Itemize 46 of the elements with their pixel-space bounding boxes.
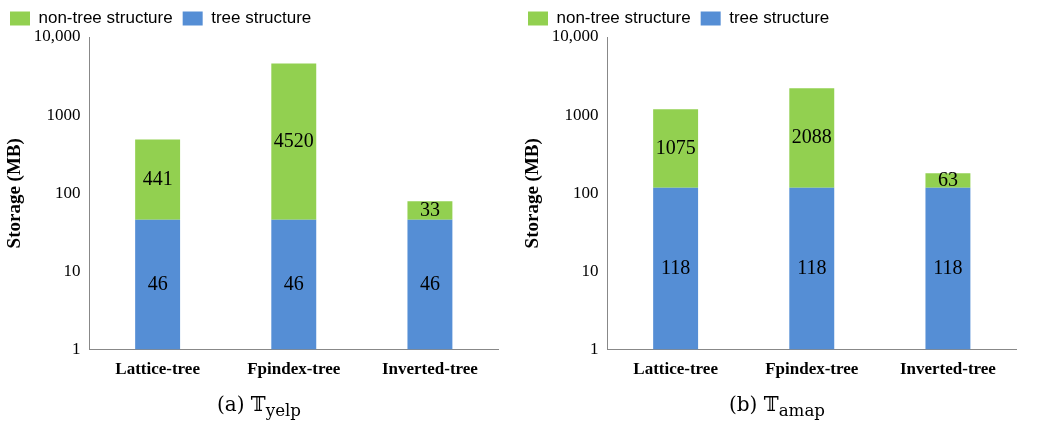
x-tick-label: Inverted-tree (381, 359, 479, 379)
legend-label: non-tree structure (38, 8, 173, 28)
bar (789, 187, 835, 350)
x-tick-label: Inverted-tree (899, 359, 997, 379)
y-tick-label: 1 (72, 339, 81, 359)
y-tick-label: 10,000 (551, 26, 599, 46)
bar (135, 139, 181, 220)
data-label: 33 (419, 197, 440, 220)
bar (925, 187, 971, 350)
y-tick-label: 1000 (46, 104, 81, 124)
x-tick-label: Lattice-tree (115, 359, 201, 379)
bar (789, 88, 835, 188)
data-label: 118 (660, 255, 691, 278)
legend-label: tree structure (211, 8, 312, 28)
data-label: 1075 (655, 135, 696, 158)
data-label: 63 (937, 167, 958, 190)
data-label: 118 (933, 255, 963, 278)
data-label: 441 (142, 166, 173, 189)
y-axis-title: Storage (MB) (521, 138, 544, 249)
x-tick-label: Lattice-tree (633, 359, 719, 379)
legend-label: non-tree structure (556, 8, 691, 28)
text: (b) 𝕋$_{amap}$ (728, 392, 826, 420)
bar (407, 219, 453, 350)
data-label: 46 (283, 271, 304, 294)
x-tick-label: Fpindex-tree (247, 359, 341, 379)
bar (271, 63, 317, 220)
y-axis-title: Storage (MB) (3, 138, 26, 249)
y-tick-label: 1000 (564, 104, 599, 124)
y-tick-label: 100 (573, 182, 599, 202)
data-label: 46 (419, 271, 440, 294)
y-tick-label: 10 (63, 260, 81, 280)
bar (653, 187, 699, 350)
y-tick-label: 10,000 (33, 26, 81, 46)
text: (a) 𝕋$_{yelp}$ (215, 392, 302, 420)
x-tick-label: Fpindex-tree (765, 359, 859, 379)
y-tick-label: 1 (590, 339, 599, 359)
data-label: 4520 (273, 128, 314, 151)
y-tick-label: 10 (581, 260, 599, 280)
data-label: 46 (147, 271, 168, 294)
bar (135, 219, 181, 350)
data-label: 118 (797, 255, 827, 278)
y-tick-label: 100 (55, 182, 81, 202)
bar (271, 219, 317, 350)
data-label: 2088 (791, 125, 832, 148)
legend-label: tree structure (729, 8, 830, 28)
bar (653, 109, 699, 188)
